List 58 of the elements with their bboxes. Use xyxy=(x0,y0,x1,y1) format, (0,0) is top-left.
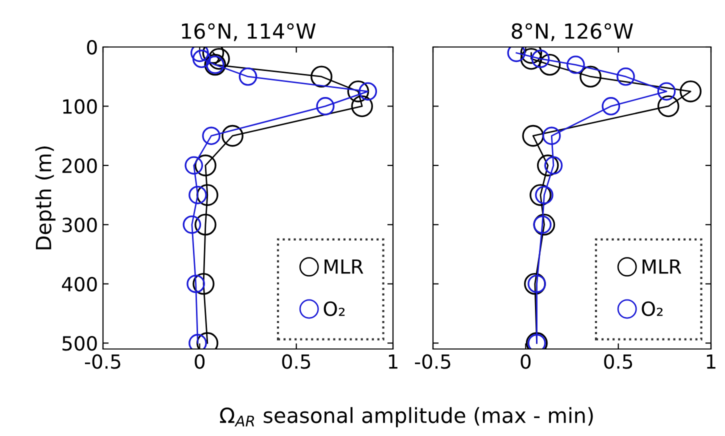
point xyxy=(202,126,220,145)
point xyxy=(186,274,205,294)
point xyxy=(184,156,204,175)
point xyxy=(316,97,334,116)
point xyxy=(192,272,214,295)
y-tick-label: 0 xyxy=(87,40,97,55)
chart-title: 8°N, 126°W xyxy=(512,23,633,42)
point xyxy=(192,50,211,68)
point xyxy=(580,66,602,88)
point xyxy=(194,154,216,176)
point xyxy=(310,66,332,88)
point xyxy=(544,156,563,175)
y-tick-label: 400 xyxy=(62,276,97,292)
legend-label: MLR xyxy=(642,259,682,274)
x-tick-label: 1 xyxy=(388,354,398,369)
y-tick-label: 300 xyxy=(62,218,97,232)
y-tick-label: 200 xyxy=(62,158,97,174)
point xyxy=(520,48,542,70)
x-tick-label: 1 xyxy=(706,354,716,369)
point xyxy=(351,95,373,118)
point xyxy=(208,48,230,70)
point xyxy=(680,80,702,102)
point xyxy=(188,186,207,204)
x-tick-label: 0 xyxy=(520,354,531,369)
point xyxy=(616,67,635,86)
point xyxy=(535,186,554,204)
point xyxy=(657,95,680,118)
point xyxy=(194,214,216,236)
legend-label: O₂ xyxy=(642,301,663,316)
point xyxy=(528,274,546,294)
point xyxy=(347,80,370,102)
chart-title: 16°N, 114°W xyxy=(182,23,316,42)
point xyxy=(537,154,559,176)
point xyxy=(238,67,258,86)
y-tick-label: 500 xyxy=(62,336,97,351)
point xyxy=(566,56,585,74)
point xyxy=(222,124,244,147)
y-axis-title: Depth (m) xyxy=(35,146,56,250)
point xyxy=(182,215,202,234)
point xyxy=(524,272,546,295)
point xyxy=(538,54,561,76)
point xyxy=(533,214,556,236)
point xyxy=(542,126,561,145)
y-tick-label: 100 xyxy=(63,99,97,114)
point xyxy=(522,124,544,147)
x-tick-label: 0.5 xyxy=(282,354,310,369)
point xyxy=(530,184,552,206)
legend-label: O₂ xyxy=(324,301,345,316)
x-tick-label: -0.5 xyxy=(414,354,450,369)
point xyxy=(657,82,676,101)
x-tick-label: -0.5 xyxy=(84,354,120,369)
point xyxy=(358,82,378,101)
legend-label: MLR xyxy=(324,259,364,274)
x-tick-label: 0 xyxy=(194,354,205,369)
point xyxy=(196,184,218,206)
x-tick-label: 0.5 xyxy=(604,354,632,369)
x-axis-title: Ω$_{AR}$ seasonal amplitude (max - min) xyxy=(220,407,593,428)
point xyxy=(602,97,620,116)
